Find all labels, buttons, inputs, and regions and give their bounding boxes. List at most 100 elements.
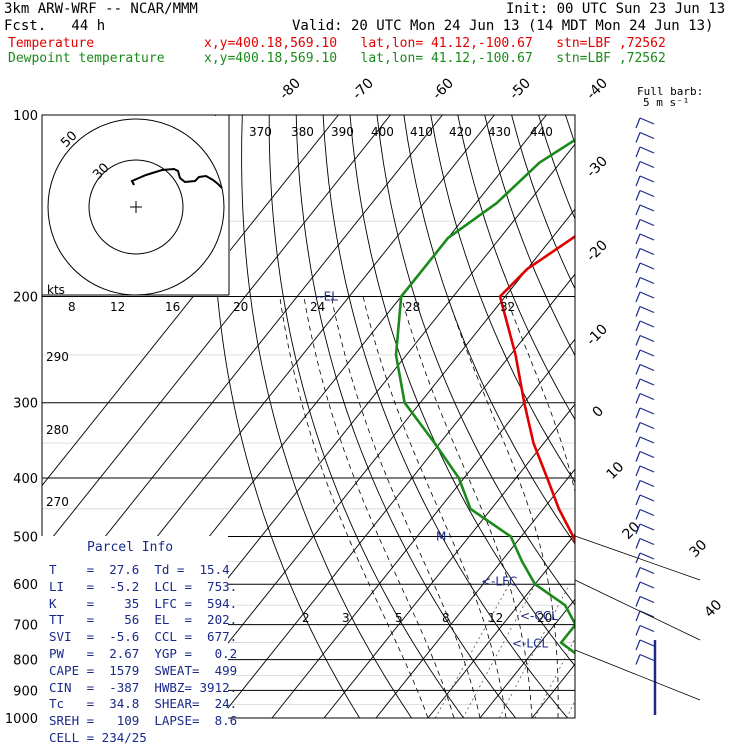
mixing-ratio-line [535,584,603,718]
parcel-info-row: K = 35 LFC = 594. [49,596,237,611]
wind-barb [636,205,640,215]
wind-barb [636,423,640,433]
wind-barb [640,292,654,298]
wind-barb [640,655,654,661]
isotherm-label: -30 [584,153,611,180]
isotherm-label: -40 [584,75,611,102]
parcel-info-row: T = 27.6 Td = 15.4 [49,562,230,577]
wind-barb [640,539,654,545]
isotherm [480,115,740,718]
theta-label: 420 [449,125,472,139]
pressure-tick: 700 [13,619,38,634]
dry-adiabat [566,115,740,718]
isotherm [376,115,740,718]
wind-barb [636,495,640,505]
wind-barb [636,176,640,186]
wind-barb [636,626,640,636]
wind-barb [640,147,654,153]
mixing-ratio-label: 8 [442,611,450,625]
wind-barb [640,640,654,646]
wind-barb [636,350,640,360]
isotherm [636,115,740,718]
dry-adiabat [727,115,740,718]
dry-adiabat [350,115,620,718]
wind-barb [636,118,640,128]
theta-label: 440 [530,125,553,139]
level-marker: <-CCL [520,609,558,623]
moist-adiabat [363,297,506,719]
dry-adiabat [296,115,515,718]
parcel-info-row: TT = 56 EL = 202. [49,612,237,627]
wind-barb [640,568,654,574]
isotherm [688,115,740,718]
wind-barb [640,452,654,458]
wind-barb [640,278,654,284]
isotherm-label: -70 [350,75,377,102]
wind-barb [636,655,640,665]
parcel-info-row: CELL = 234/25 [49,730,147,745]
pressure-tick: 800 [13,654,38,669]
wind-barb [640,336,654,342]
wind-barb [640,582,654,588]
moist-adiabat [688,297,740,719]
wind-barb [640,191,654,197]
mixing-ratio-line [499,584,569,718]
isotherm-label: 40 [702,597,726,621]
moist-adiabat [506,297,589,719]
theta-label: 380 [291,125,314,139]
wind-barb [636,133,640,143]
theta-label: 410 [410,125,433,139]
dry-adiabat [593,115,740,718]
wind-barb [636,191,640,201]
dry-adiabat [619,115,740,718]
wind-barb [640,510,654,516]
isotherm [272,115,740,718]
pressure-tick: 300 [13,397,38,412]
dry-adiabat [700,115,740,718]
pressure-tick: 400 [13,472,38,487]
pressure-tick: 500 [13,530,38,545]
isotherm-label: 0 [590,403,608,421]
wind-barb [640,321,654,327]
hodograph-speed-tick: 12 [110,300,125,314]
wind-barb [636,292,640,302]
wind-barb [636,263,640,273]
wind-barb [640,597,654,603]
wind-barb [636,394,640,404]
wind-barb [636,307,640,317]
wind-barb [640,553,654,559]
mixing-ratio-label: 12 [488,611,503,625]
isotherm-ext [575,650,700,700]
moist-adiabat [579,297,627,719]
level-marker: <-LCL [512,637,548,651]
dry-adiabat [213,115,360,718]
wind-barb [636,466,640,476]
wind-barb [636,539,640,549]
dry-adiabat-label: 290 [46,350,69,364]
isotherm-label: -60 [430,75,457,102]
parcel-info-title: Parcel Info [87,540,173,555]
parcel-info-row: SVI = -5.6 CCL = 677. [49,629,237,644]
wind-barb [636,220,640,230]
dry-adiabat-label: 280 [46,423,69,437]
dry-adiabat-label: 270 [46,495,69,509]
wind-barb [636,597,640,607]
wind-barb [640,437,654,443]
wind-barb [636,510,640,520]
hodograph-kts-label: kts [47,283,65,297]
level-marker: <-LFC [481,575,517,589]
mixing-ratio-label: 2 [302,611,310,625]
parcel-info-row: Tc = 34.8 SHEAR= 24. [49,696,237,711]
mixing-ratio-line [567,584,634,718]
parcel-info-row: CAPE = 1579 SWEAT= 499 [49,663,237,678]
dry-adiabat [646,115,740,718]
isotherm [428,115,740,718]
wind-barb [636,611,640,621]
isotherm-label: -10 [584,321,611,348]
wind-barb [640,118,654,124]
parcel-info-row: LI = -5.2 LCL = 753. [49,579,237,594]
dry-adiabat [673,115,740,718]
wind-barb [636,147,640,157]
wind-barb [636,437,640,447]
hodograph-speed-tick: 32 [500,300,515,314]
